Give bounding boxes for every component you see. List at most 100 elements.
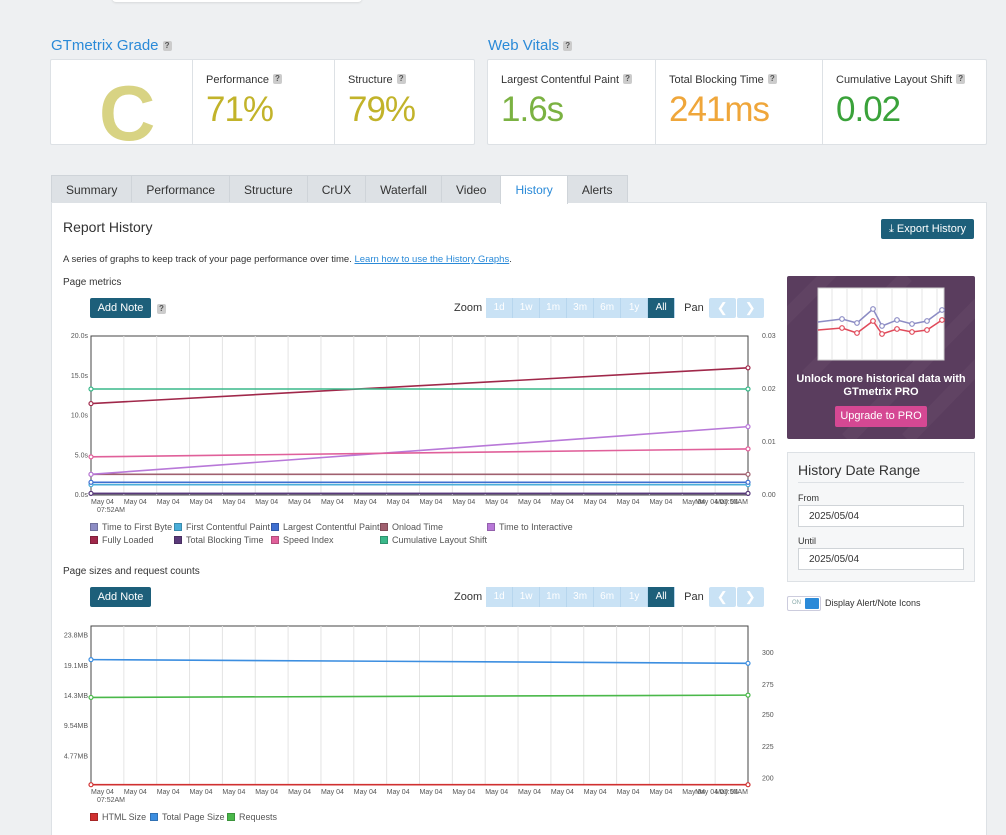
legend-item[interactable]: Fully Loaded [90,535,154,545]
help-icon[interactable]: ? [157,304,166,314]
zoom-6m-button[interactable]: 6m [594,587,622,607]
x-tick-label: May 04 [715,499,738,506]
zoom-1y-button[interactable]: 1y [621,587,649,607]
x-tick-label: May 04 [518,789,541,796]
x-tick-label: May 04 [190,499,213,506]
x-tick-label: May 04 [387,499,410,506]
zoom-1d-button[interactable]: 1d [486,587,514,607]
legend-item[interactable]: Total Blocking Time [174,535,264,545]
y-right-tick-label: 0.01 [762,439,776,446]
zoom-1w-button[interactable]: 1w [513,587,541,607]
pan-left-button[interactable]: ❮ [708,298,736,318]
legend-item[interactable]: Time to Interactive [487,522,573,532]
y-left-tick-label: 0.0s [75,492,89,499]
x-tick-label: May 04 [157,499,180,506]
y-right-tick-label: 275 [762,682,774,689]
legend-swatch [487,523,495,531]
zoom-3m-button[interactable]: 3m [567,298,595,318]
x-tick-label: May 04 [551,499,574,506]
pan-right-button[interactable]: ❯ [736,298,764,318]
x-tick-label: May 04 [288,789,311,796]
zoom-1y-button[interactable]: 1y [621,298,649,318]
tab-crux[interactable]: CrUX [306,175,367,203]
legend-item[interactable]: Total Page Size [150,812,225,822]
tab-alerts[interactable]: Alerts [566,175,628,203]
tab-performance[interactable]: Performance [131,175,231,203]
x-tick-label: May 04 [682,499,705,506]
legend-item[interactable]: Speed Index [271,535,334,545]
help-icon[interactable]: ? [396,74,406,84]
data-point [88,782,94,788]
y-left-tick-label: 10.0s [71,413,89,420]
legend-item[interactable]: First Contentful Paint [174,522,270,532]
x-tick-label: May 04 07:55AM [695,499,748,506]
chart-series [88,657,751,788]
legend-item[interactable]: Largest Contentful Paint [271,522,380,532]
alert-icons-toggle[interactable]: ON [787,596,821,611]
zoom-6m-button[interactable]: 6m [594,298,622,318]
learn-history-graphs-link[interactable]: Learn how to use the History Graphs [354,254,510,265]
from-date-input[interactable] [798,505,964,527]
y-right-tick-label: 0.03 [762,333,776,340]
legend-swatch [90,536,98,544]
until-date-input[interactable] [798,548,964,570]
export-history-button[interactable]: ⤓ Export History [881,219,974,239]
zoom-1m-button[interactable]: 1m [540,587,568,607]
add-note-button[interactable]: Add Note [90,298,151,318]
cls-label: Cumulative Layout Shift? [836,74,966,86]
data-point [88,386,94,392]
add-note-button[interactable]: Add Note [90,587,151,607]
x-tick-label: May 04 [551,789,574,796]
performance-cell: Performance? 71% [192,60,334,144]
x-tick-label: May 04 [321,499,344,506]
tab-video[interactable]: Video [440,175,502,203]
legend-swatch [90,523,98,531]
series-line [90,658,749,665]
pan-left-button[interactable]: ❮ [708,587,736,607]
help-icon[interactable]: ? [623,74,633,84]
legend-item[interactable]: Time to First Byte [90,522,172,532]
legend-item[interactable]: HTML Size [90,812,146,822]
tbt-label: Total Blocking Time? [669,74,777,86]
tab-summary[interactable]: Summary [51,175,133,203]
y-right-tick-label: 250 [762,712,774,719]
legend-item[interactable]: Cumulative Layout Shift [380,535,487,545]
legend-swatch [150,813,158,821]
data-point [745,479,751,485]
x-tick-label: May 04 [420,789,443,796]
x-tick-label: May 04 [321,789,344,796]
tab-structure[interactable]: Structure [229,175,308,203]
tab-history[interactable]: History [500,175,568,204]
pan-label: Pan [684,591,704,603]
zoom-all-button[interactable]: All [648,587,676,607]
zoom-1d-button[interactable]: 1d [486,298,514,318]
data-point [745,365,751,371]
upgrade-to-pro-button[interactable]: Upgrade to PRO [835,406,927,427]
help-icon[interactable]: ? [767,74,777,84]
x-tick-label: May 04 [190,789,213,796]
legend-item[interactable]: Requests [227,812,277,822]
data-point [745,386,751,392]
pan-right-button[interactable]: ❯ [736,587,764,607]
chart-grid [90,335,749,496]
zoom-1w-button[interactable]: 1w [513,298,541,318]
top-card-stub [112,0,362,2]
x-tick-label: May 04 [649,499,672,506]
x-tick-label: May 04 [354,789,377,796]
legend-swatch [380,523,388,531]
chevron-right-icon: ❯ [744,589,756,604]
help-icon[interactable]: ? [956,74,966,84]
zoom-all-button[interactable]: All [648,298,676,318]
help-icon[interactable]: ? [563,41,573,51]
zoom-1m-button[interactable]: 1m [540,298,568,318]
help-icon[interactable]: ? [272,74,282,84]
grade-card: C Performance? 71% Structure? 79% [50,59,476,157]
chart-series [88,365,751,497]
legend-item[interactable]: Onload Time [380,522,443,532]
tab-waterfall[interactable]: Waterfall [365,175,442,203]
y-right-tick-label: 200 [762,776,774,783]
zoom-3m-button[interactable]: 3m [567,587,595,607]
help-icon[interactable]: ? [162,41,172,51]
page-metrics-zoom: Zoom 1d 1w 1m 3m 6m 1y All Pan ❮ ❯ [454,298,764,318]
structure-cell: Structure? 79% [334,60,476,144]
